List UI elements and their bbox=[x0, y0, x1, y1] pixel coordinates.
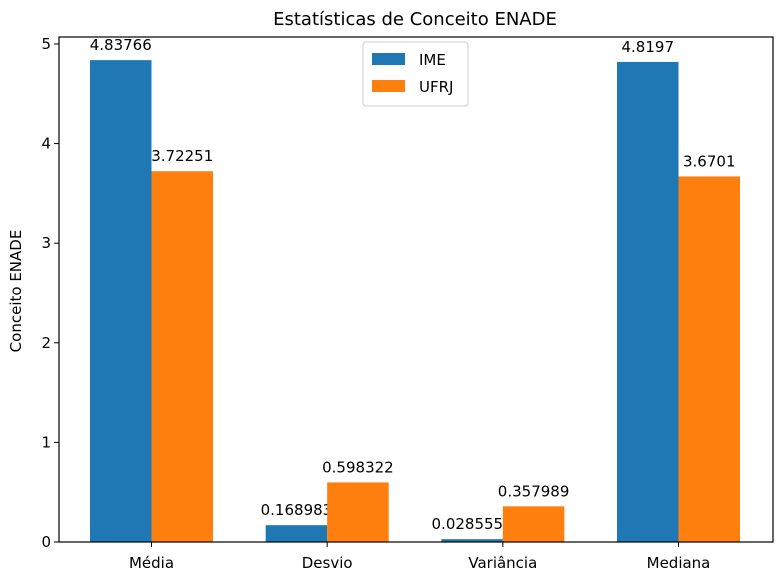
bar-ufrj-1 bbox=[151, 171, 213, 542]
x-tick-label: Desvio bbox=[302, 554, 353, 572]
bar-ime-1 bbox=[90, 60, 152, 543]
bar-ufrj-3 bbox=[502, 506, 565, 542]
legend: IME UFRJ bbox=[362, 41, 469, 107]
data-label-ime-1: 4.83766 bbox=[90, 36, 152, 54]
data-label-ime-2: 0.168983 bbox=[261, 501, 333, 519]
data-label-ufrj-2: 0.598322 bbox=[322, 458, 394, 476]
bar-ufrj-4 bbox=[678, 176, 741, 542]
bar-ime-4 bbox=[617, 61, 679, 542]
data-label-ime-4: 4.8197 bbox=[622, 38, 675, 56]
legend-label-ime: IME bbox=[419, 51, 446, 69]
y-tick-label: 5 bbox=[41, 35, 51, 53]
legend-swatch-ufrj bbox=[372, 80, 405, 92]
plot-area: 0 1 2 3 4 5 4.83766 3.72251 Média 0.168983 0.59832… bbox=[41, 35, 741, 572]
data-label-ufrj-3: 0.357989 bbox=[498, 482, 570, 500]
y-axis-label: Conceito ENADE bbox=[7, 230, 25, 353]
y-tick-label: 4 bbox=[41, 135, 51, 153]
chart-title: Estatísticas de Conceito ENADE bbox=[273, 9, 557, 30]
y-tick-label: 0 bbox=[41, 533, 51, 551]
y-tick-label: 1 bbox=[41, 433, 51, 451]
legend-box bbox=[362, 41, 469, 107]
legend-swatch-ime bbox=[372, 53, 405, 65]
data-label-ufrj-1: 3.72251 bbox=[151, 147, 213, 165]
bar-ime-3 bbox=[441, 539, 503, 542]
bar-ime-2 bbox=[265, 525, 328, 542]
plot-frame bbox=[58, 36, 774, 543]
y-tick-label: 2 bbox=[41, 334, 51, 352]
data-label-ime-3: 0.0285552 bbox=[432, 515, 513, 533]
y-tick-label: 3 bbox=[41, 234, 51, 252]
x-tick-label: Variância bbox=[468, 554, 537, 572]
data-label-ufrj-4: 3.6701 bbox=[683, 152, 736, 170]
bar-ufrj-2 bbox=[327, 482, 389, 542]
legend-label-ufrj: UFRJ bbox=[419, 78, 453, 96]
x-tick-label: Média bbox=[129, 554, 174, 572]
x-tick-label: Mediana bbox=[647, 554, 711, 572]
